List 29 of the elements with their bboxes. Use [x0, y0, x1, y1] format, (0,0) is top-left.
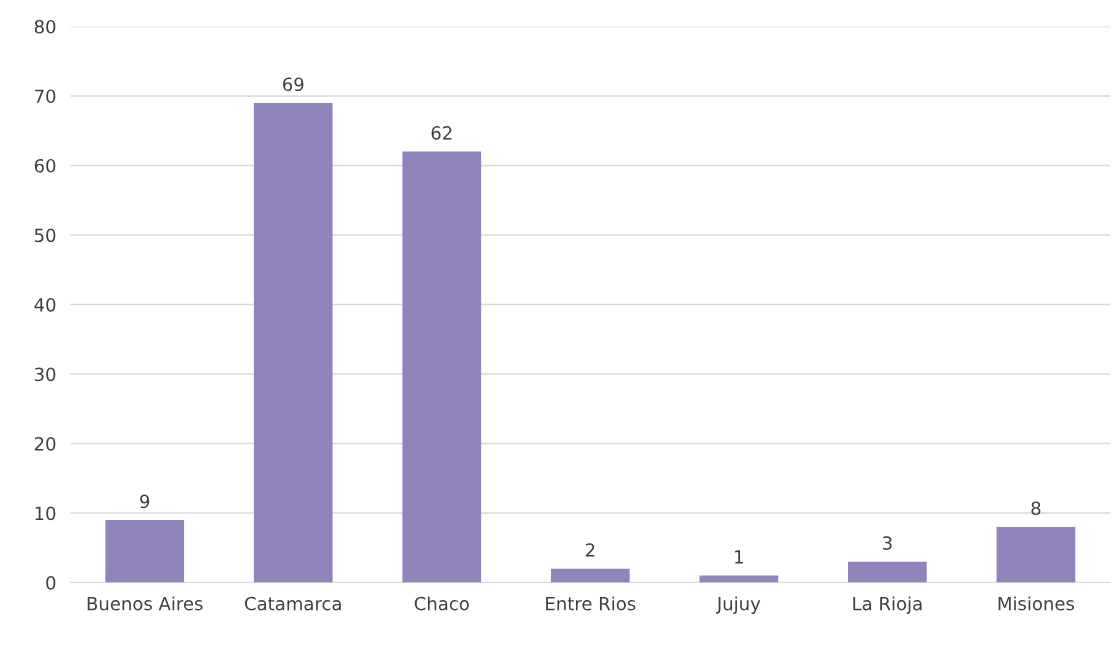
data-label: 9 — [140, 494, 150, 509]
data-label: 2 — [585, 543, 595, 557]
x-tick-label: Jujuy — [715, 596, 761, 614]
data-label: 1 — [735, 550, 743, 564]
bar — [402, 151, 482, 583]
x-tick-label: Chaco — [414, 596, 469, 611]
y-tick-label: 20 — [34, 437, 56, 451]
x-tick-label: Buenos Aires — [87, 596, 203, 611]
y-tick-label: 50 — [34, 228, 56, 243]
x-tick-label: Entre Rios — [546, 596, 636, 611]
bar — [996, 526, 1076, 583]
data-label: 69 — [283, 77, 304, 92]
bar — [253, 102, 333, 583]
y-tick-label: 80 — [34, 19, 56, 34]
x-tick-label: La Rioja — [853, 596, 922, 614]
y-tick-label: 60 — [34, 158, 56, 173]
x-tick-label: Catamarca — [245, 596, 341, 611]
bar — [550, 568, 630, 583]
x-tick-label: Misiones — [998, 596, 1075, 611]
y-tick-label: 30 — [34, 367, 56, 382]
data-label: 62 — [431, 126, 452, 140]
data-label: 3 — [883, 536, 892, 550]
y-tick-label: 40 — [34, 297, 56, 312]
y-tick-label: 0 — [46, 576, 56, 590]
data-label: 8 — [1031, 501, 1041, 516]
y-tick-label: 70 — [35, 89, 56, 104]
bar — [105, 520, 185, 583]
bar — [848, 561, 927, 583]
y-tick-label: 10 — [35, 506, 56, 521]
